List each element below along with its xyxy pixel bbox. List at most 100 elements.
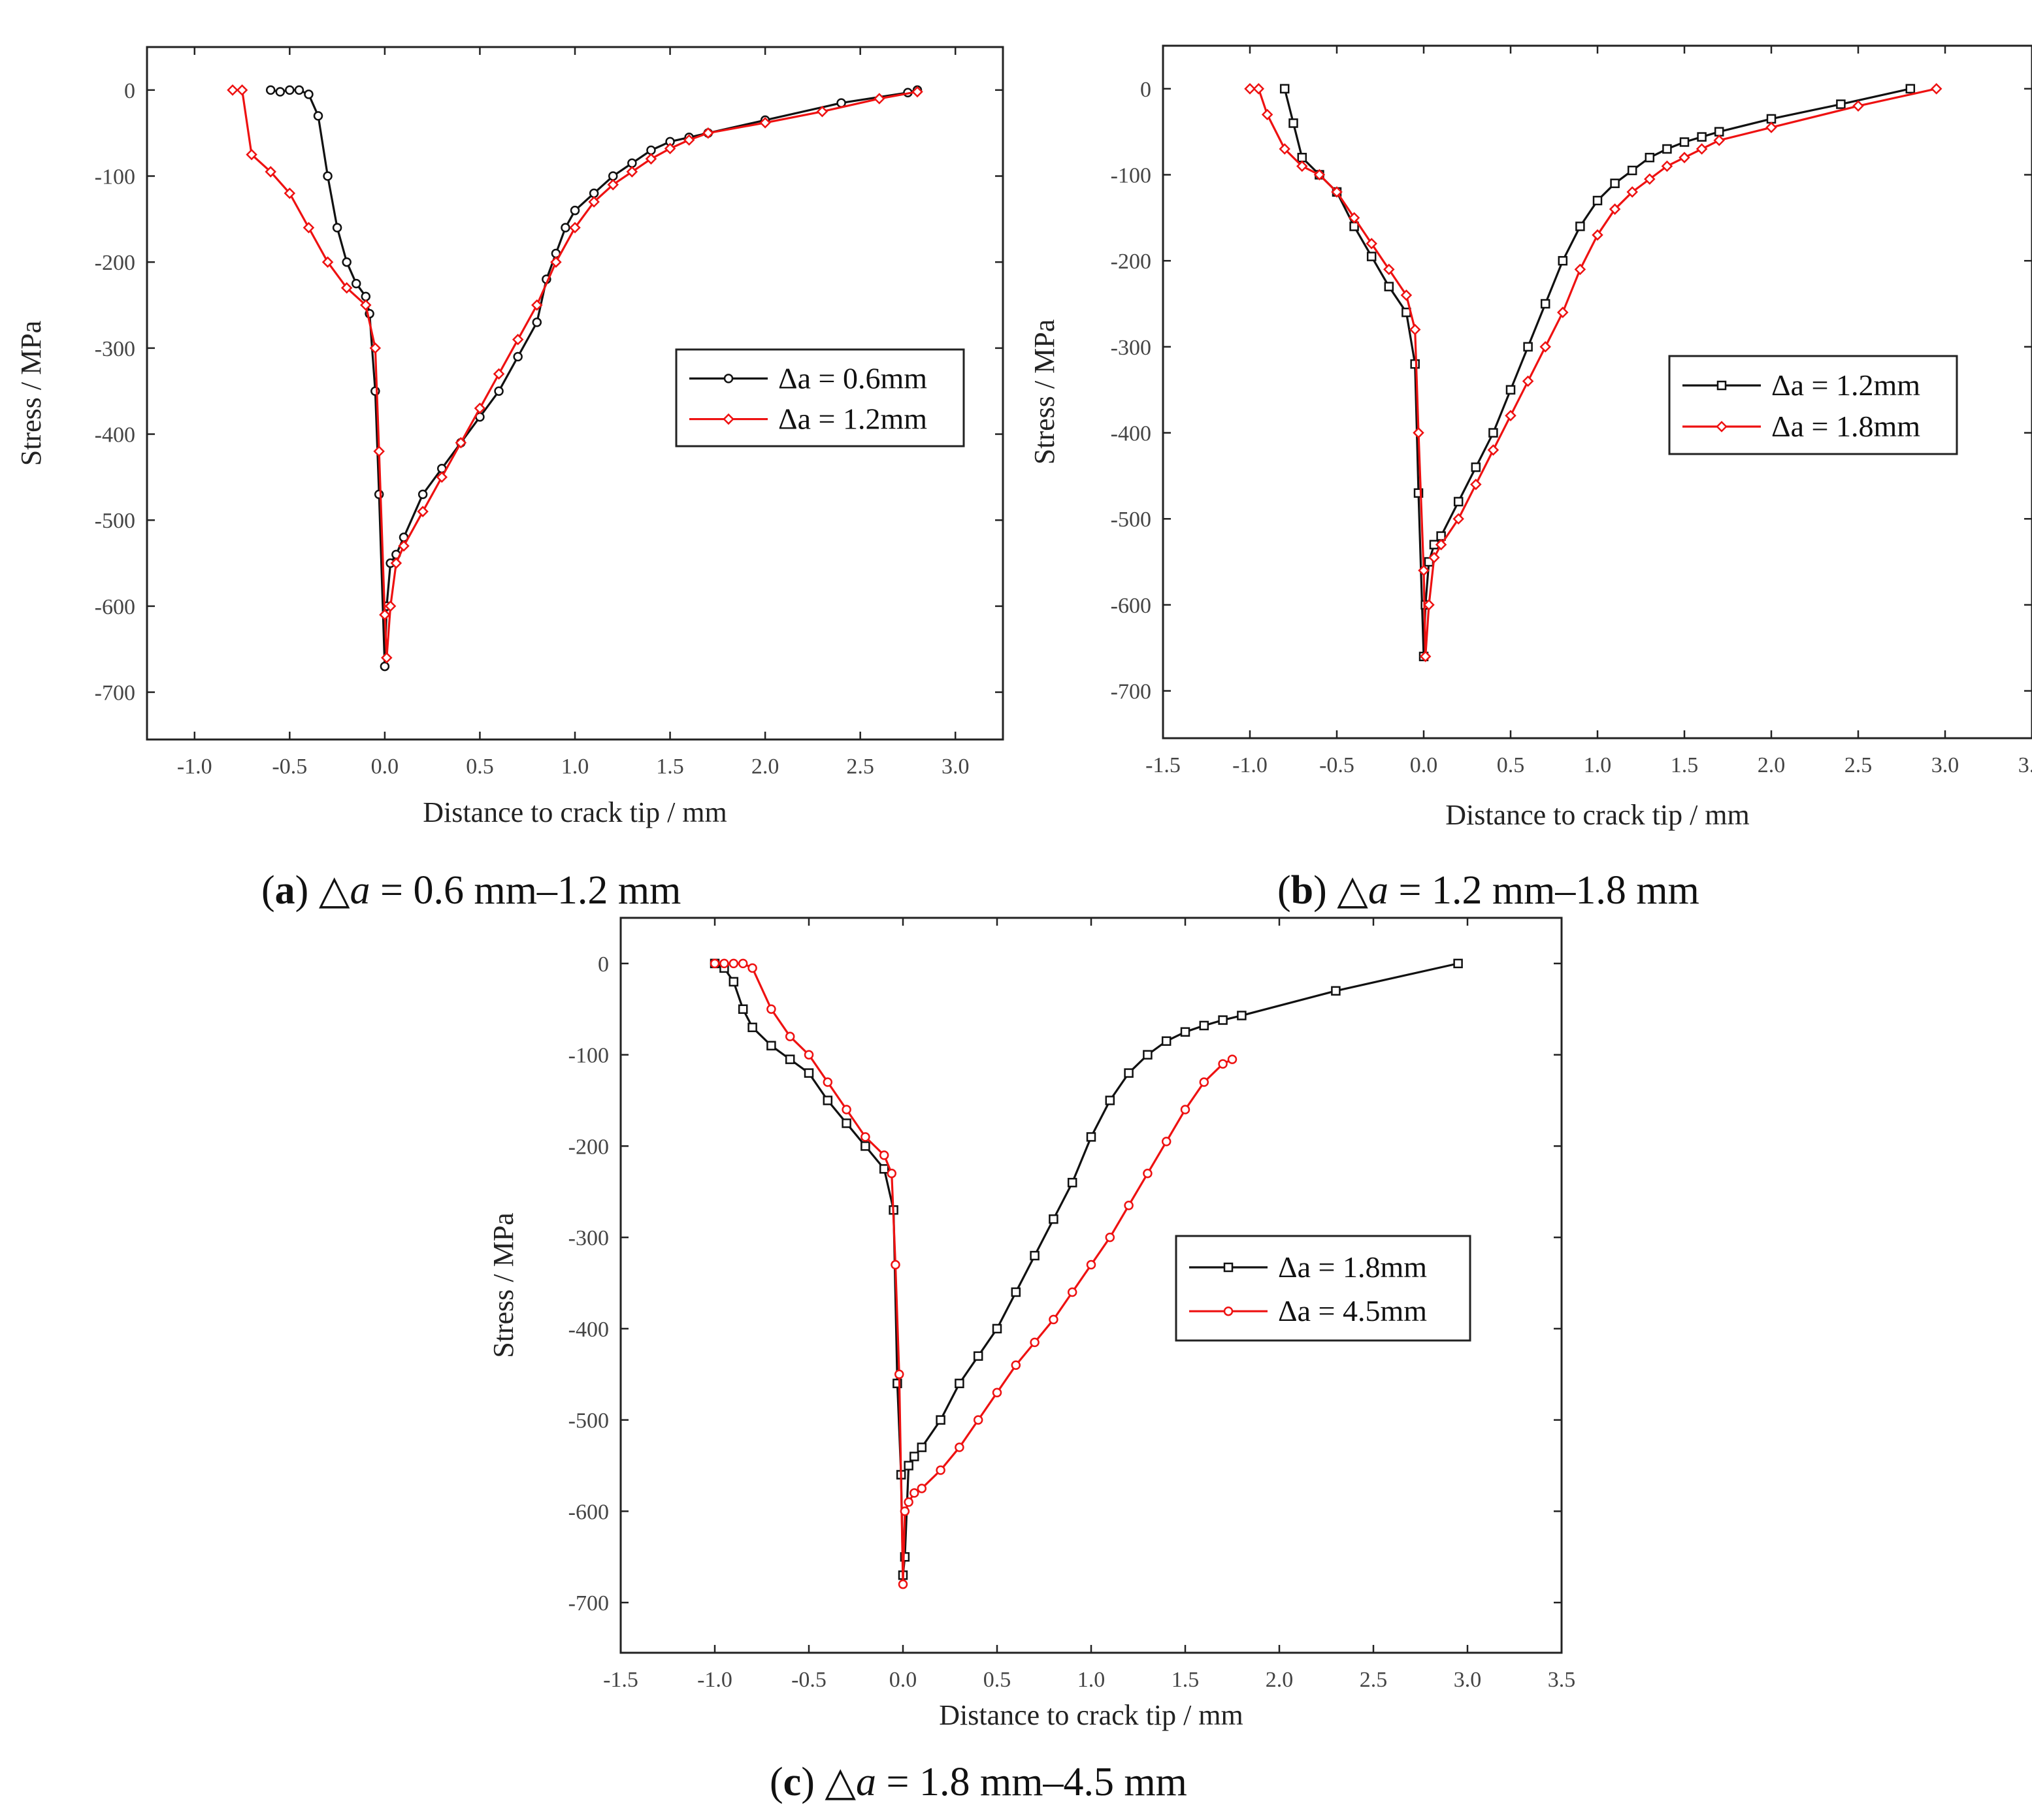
- a-symbol: a: [856, 1760, 877, 1804]
- data-point: [265, 85, 276, 95]
- data-point: [627, 158, 637, 169]
- x-tick-label: 2.0: [751, 755, 779, 779]
- data-point: [719, 958, 729, 969]
- data-point: [1505, 385, 1516, 395]
- data-point: [351, 278, 361, 289]
- data-point: [936, 1415, 945, 1425]
- data-point: [1105, 1232, 1115, 1243]
- data-point: [608, 171, 618, 181]
- data-point: [816, 105, 828, 118]
- data-point: [729, 977, 739, 987]
- data-point: [1067, 1178, 1077, 1188]
- panel-b: 0 -100 -200 -300 -400 -500 -600 -700 -1.5 -1.0 -0.…: [1016, 0, 2032, 875]
- chart-a: 0 -100 -200 -300 -400 -500 -600 -700 -1.0 -0.5 0.0…: [15, 46, 1004, 828]
- data-point: [588, 196, 600, 208]
- x-tick-label: -1.0: [1232, 753, 1268, 777]
- data-point: [879, 1150, 889, 1160]
- x-tick-label: 0.0: [1410, 753, 1438, 777]
- data-point: [1428, 551, 1440, 564]
- data-point: [1348, 212, 1360, 224]
- x-tick-label: 1.5: [1172, 1668, 1200, 1692]
- data-point: [1413, 427, 1424, 439]
- x-tick-label: 0.5: [466, 755, 494, 779]
- series-1: [227, 84, 923, 664]
- data-point: [879, 1164, 889, 1174]
- data-point: [1609, 203, 1621, 215]
- caption-c-text: = 1.8 mm–4.5 mm: [876, 1760, 1187, 1804]
- data-point: [569, 221, 581, 234]
- data-point: [1679, 137, 1690, 147]
- data-point: [342, 257, 352, 267]
- data-point: [1714, 127, 1724, 137]
- y-tick-label: -500: [1111, 508, 1151, 532]
- data-point: [936, 1465, 945, 1475]
- data-point: [911, 86, 923, 98]
- data-point: [1505, 410, 1516, 421]
- panel-a: 0 -100 -200 -300 -400 -500 -600 -700 -1.0 -0.5 0.0…: [0, 0, 1019, 875]
- legend-label: Δa = 0.6mm: [778, 361, 927, 395]
- data-point: [842, 1118, 851, 1128]
- y-tick-label: 0: [124, 79, 135, 103]
- data-point: [860, 1141, 870, 1151]
- x-tick-label: 0.5: [983, 1668, 1011, 1692]
- data-point: [381, 652, 393, 664]
- data-point: [759, 117, 771, 129]
- x-tick-label: 0.0: [371, 755, 399, 779]
- data-point: [284, 187, 296, 199]
- x-tick-label: -1.5: [603, 1668, 638, 1692]
- delta-symbol: △: [1337, 868, 1368, 913]
- data-point: [1435, 538, 1447, 551]
- y-tick-label: -300: [568, 1226, 609, 1250]
- x-tick-label: 2.0: [1758, 753, 1786, 777]
- data-point: [361, 291, 371, 302]
- data-point: [1470, 478, 1482, 491]
- chart-b: 0 -100 -200 -300 -400 -500 -600 -700 -1.5 -1.0 -0.…: [1028, 44, 2032, 831]
- x-tick-label: 3.0: [942, 755, 970, 779]
- data-point: [900, 1506, 910, 1516]
- data-point: [436, 471, 448, 483]
- caption-c-letter: c: [783, 1760, 802, 1804]
- x-tick-label: 3.5: [2018, 753, 2032, 777]
- data-point: [1558, 255, 1568, 266]
- legend: Δa = 1.2mm Δa = 1.8mm: [1668, 355, 1958, 455]
- data-point: [1030, 1337, 1040, 1348]
- data-point: [303, 221, 315, 234]
- data-point: [1452, 513, 1464, 525]
- y-tick-label: -500: [95, 509, 135, 533]
- data-point: [992, 1324, 1002, 1334]
- y-tick-label: -200: [1111, 250, 1151, 274]
- y-tick-label: -700: [1111, 680, 1151, 704]
- data-point: [917, 1442, 927, 1452]
- y-tick-label: -700: [95, 681, 135, 706]
- y-tick-label: -200: [95, 251, 135, 275]
- data-point: [1067, 1287, 1077, 1297]
- x-tick-label: 1.5: [1671, 753, 1699, 777]
- legend-marker: [1716, 421, 1728, 432]
- data-point: [1409, 323, 1421, 336]
- legend: Δa = 0.6mm Δa = 1.2mm: [675, 348, 965, 447]
- x-tick-label: 1.5: [656, 755, 684, 779]
- x-tick-label: -0.5: [1319, 753, 1354, 777]
- caption-c: (c) △a = 1.8 mm–4.5 mm: [770, 1760, 1187, 1804]
- data-point: [1383, 263, 1395, 276]
- data-point: [1930, 83, 1942, 95]
- legend-label: Δa = 1.2mm: [1771, 368, 1920, 402]
- x-tick-label: 0.5: [1497, 753, 1525, 777]
- x-tick-label: 0.0: [889, 1668, 917, 1692]
- data-point: [1539, 341, 1551, 353]
- data-point: [332, 223, 342, 233]
- data-point: [729, 958, 739, 969]
- data-point: [904, 1461, 913, 1471]
- data-point: [1661, 160, 1673, 172]
- data-point: [1645, 152, 1655, 163]
- panel-c: 0 -100 -200 -300 -400 -500 -600 -700 -1.5 -1.0 -0.…: [477, 879, 1588, 1780]
- legend-marker: [1716, 380, 1727, 391]
- data-point: [1522, 375, 1534, 387]
- data-point: [1297, 152, 1307, 163]
- x-tick-label: 2.5: [1360, 1668, 1388, 1692]
- y-tick-label: -600: [95, 595, 135, 619]
- data-point: [285, 85, 295, 95]
- data-point: [1697, 132, 1707, 142]
- data-point: [390, 557, 402, 569]
- data-point: [1662, 144, 1672, 154]
